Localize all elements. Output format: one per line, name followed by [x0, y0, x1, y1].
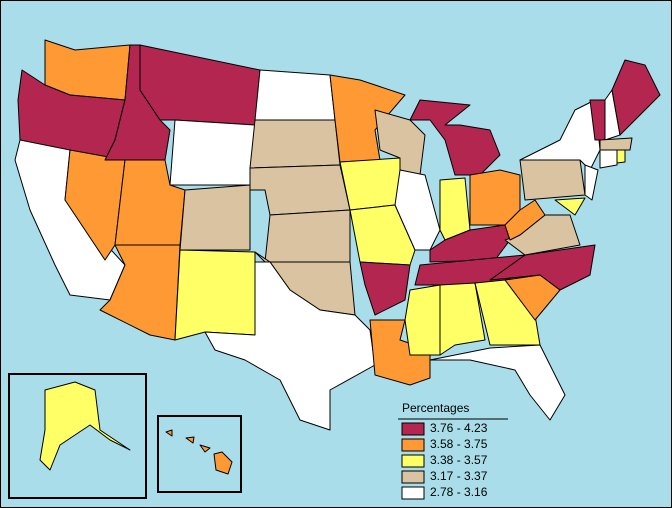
legend-label: 3.17 - 3.37: [430, 469, 488, 483]
state: [519, 159, 586, 201]
legend-label: 3.76 - 4.23: [430, 421, 488, 435]
legend-label: 2.78 - 3.16: [430, 485, 488, 499]
state: [185, 436, 195, 444]
legend-swatch: [401, 422, 425, 436]
state: [169, 119, 256, 186]
state: [429, 344, 566, 421]
states: [14, 39, 661, 431]
state: [616, 149, 626, 164]
state: [264, 209, 351, 263]
legend-swatch: [401, 486, 425, 500]
state: [554, 197, 586, 216]
state: [39, 381, 131, 471]
state: [349, 204, 416, 266]
state: [199, 444, 211, 453]
state: [439, 177, 471, 241]
state: [213, 451, 233, 475]
state: [254, 69, 336, 121]
state: [204, 261, 376, 431]
legend-label: 3.38 - 3.57: [430, 453, 488, 467]
state: [599, 137, 633, 151]
legend-swatch: [401, 470, 425, 484]
legend-swatch: [401, 454, 425, 468]
hawaii-inset: [157, 415, 242, 493]
state: [329, 74, 406, 163]
state: [409, 99, 501, 176]
state: [174, 249, 256, 341]
state: [249, 119, 341, 169]
legend-title: Percentages: [402, 401, 469, 415]
legend-label: 3.58 - 3.75: [430, 437, 488, 451]
state: [584, 164, 599, 201]
legend-swatch: [401, 438, 425, 452]
state: [359, 261, 411, 316]
state: [369, 319, 431, 386]
state: [439, 282, 486, 356]
state: [165, 429, 173, 437]
legend: Percentages 3.76 - 4.23 3.58 - 3.75 3.38 -…: [398, 401, 508, 500]
state: [404, 284, 441, 356]
alaska-inset: [8, 373, 147, 499]
state: [611, 59, 661, 136]
state: [469, 169, 521, 226]
state: [474, 279, 541, 346]
state: [504, 199, 546, 241]
state: [599, 149, 618, 169]
state: [179, 184, 251, 251]
